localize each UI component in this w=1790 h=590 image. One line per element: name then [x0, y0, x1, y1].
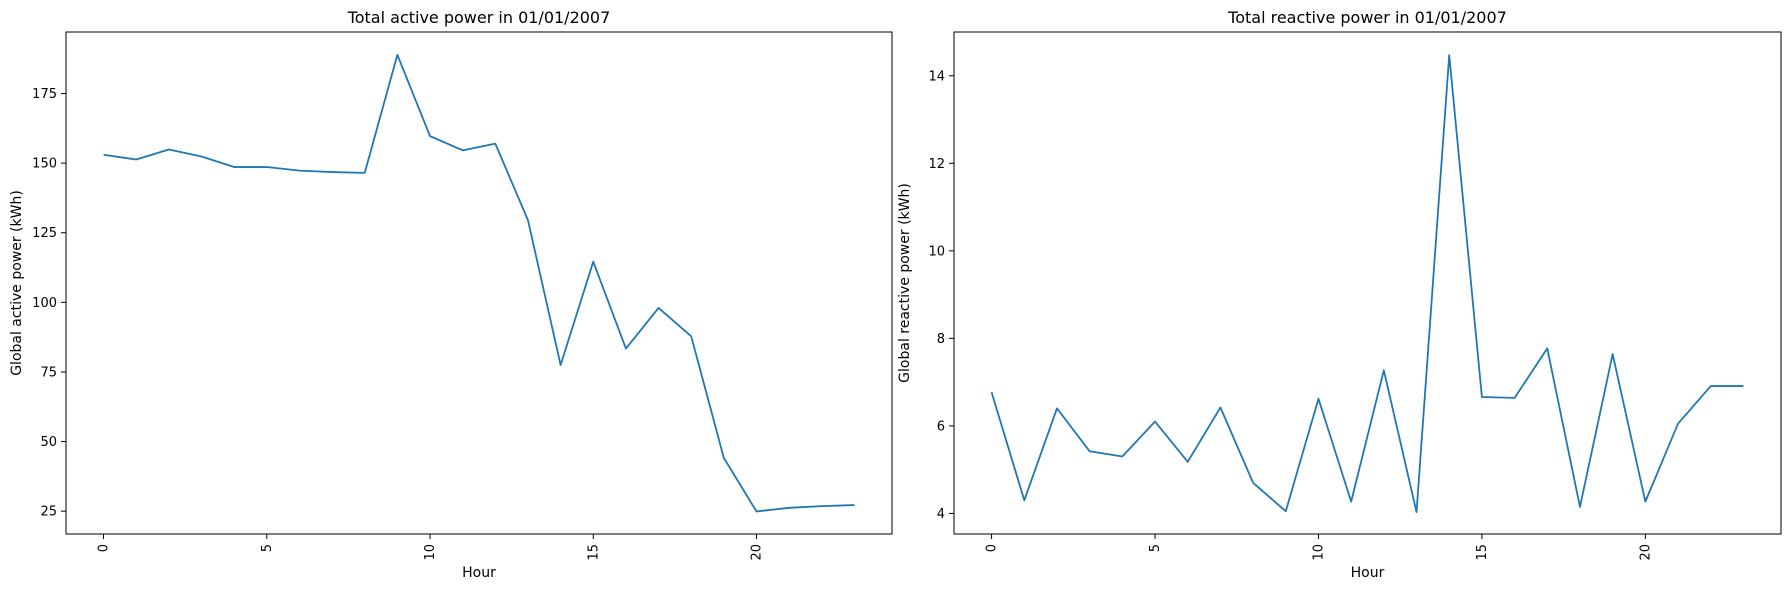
plot-frame — [953, 31, 1782, 535]
x-tick-label: 20 — [750, 544, 765, 561]
x-tick-label: 5 — [260, 544, 275, 552]
y-tick-label: 125 — [32, 226, 57, 241]
reactive-power-chart: Total reactive power in 01/01/2007 Hour … — [897, 8, 1782, 581]
x-axis-label: Hour — [462, 565, 496, 581]
y-tick-label: 75 — [40, 365, 57, 380]
y-axis-label: Global reactive power (kWh) — [897, 183, 913, 383]
y-tick-label: 4 — [937, 507, 945, 522]
y-tick-label: 150 — [32, 157, 57, 172]
y-tick-label: 14 — [928, 69, 945, 84]
x-axis-label: Hour — [1351, 565, 1385, 581]
x-tick-label: 10 — [1311, 544, 1326, 561]
y-tick-label: 6 — [937, 419, 945, 434]
y-tick-label: 100 — [32, 296, 57, 311]
y-tick-label: 8 — [937, 332, 945, 347]
y-tick-label: 25 — [40, 505, 57, 520]
plot-frame — [65, 31, 893, 535]
x-tick-label: 15 — [586, 544, 601, 561]
y-tick-label: 10 — [928, 244, 945, 259]
x-tick-label: 20 — [1638, 544, 1653, 561]
x-tick-label: 0 — [985, 544, 1000, 552]
y-tick-label: 50 — [40, 435, 57, 450]
x-tick-label: 0 — [97, 544, 112, 552]
chart-title: Total reactive power in 01/01/2007 — [1227, 8, 1507, 27]
chart-title: Total active power in 01/01/2007 — [347, 8, 611, 27]
y-tick-label: 12 — [928, 157, 945, 172]
x-tick-label: 5 — [1148, 544, 1163, 552]
y-axis-label: Global active power (kWh) — [9, 190, 25, 376]
x-tick-label: 15 — [1475, 544, 1490, 561]
x-tick-label: 10 — [423, 544, 438, 561]
y-tick-label: 175 — [32, 87, 57, 102]
series-line — [103, 53, 855, 513]
series-line — [990, 54, 1744, 514]
active-power-chart: Total active power in 01/01/2007 Hour Gl… — [9, 8, 893, 581]
